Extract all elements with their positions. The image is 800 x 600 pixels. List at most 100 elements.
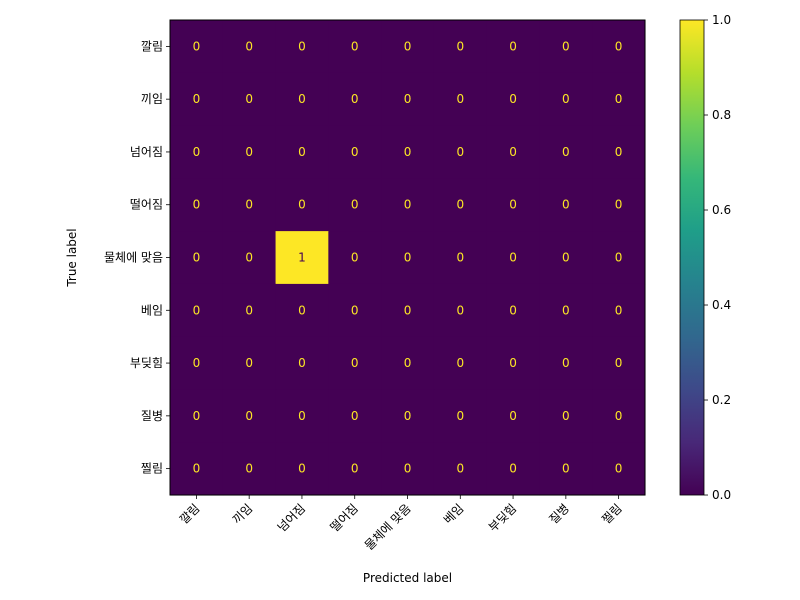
cell-value-label: 0: [245, 356, 253, 370]
cell-value-label: 0: [456, 409, 464, 423]
cell-value-label: 0: [404, 409, 412, 423]
cell-value-label: 0: [404, 356, 412, 370]
y-tick-label: 베임: [141, 303, 163, 317]
colorbar-tick-label: 0.0: [712, 488, 731, 502]
cell-value-label: 0: [509, 462, 517, 476]
cell-value-label: 0: [193, 356, 201, 370]
cell-value-label: 0: [562, 356, 570, 370]
cell-value-label: 0: [615, 356, 623, 370]
cell-value-label: 0: [351, 198, 359, 212]
colorbar-tick-label: 0.4: [712, 298, 731, 312]
cell-value-label: 0: [298, 409, 306, 423]
cell-value-label: 0: [456, 92, 464, 106]
cell-value-label: 0: [193, 251, 201, 265]
cell-value-label: 0: [509, 356, 517, 370]
y-tick-label: 깔림: [141, 39, 163, 53]
cell-value-label: 0: [245, 145, 253, 159]
cell-value-label: 0: [456, 145, 464, 159]
cell-value-label: 0: [615, 198, 623, 212]
colorbar-tick-label: 0.2: [712, 393, 731, 407]
colorbar-tick-label: 0.6: [712, 203, 731, 217]
y-axis-label: True label: [65, 228, 79, 287]
cell-value-label: 1: [298, 251, 306, 265]
cell-value-label: 0: [562, 198, 570, 212]
y-tick-label: 부딪힘: [130, 356, 163, 370]
y-tick-label: 물체에 맞음: [104, 251, 163, 265]
cell-value-label: 0: [456, 356, 464, 370]
cell-value-label: 0: [245, 92, 253, 106]
cell-value-label: 0: [245, 39, 253, 53]
cell-value-label: 0: [298, 39, 306, 53]
cell-value-label: 0: [351, 303, 359, 317]
cell-value-label: 0: [615, 39, 623, 53]
cell-value-label: 0: [562, 92, 570, 106]
cell-value-label: 0: [509, 198, 517, 212]
cell-value-label: 0: [298, 92, 306, 106]
cell-value-label: 0: [456, 39, 464, 53]
cell-value-label: 0: [245, 409, 253, 423]
cell-value-label: 0: [562, 303, 570, 317]
cell-value-label: 0: [615, 145, 623, 159]
cell-value-label: 0: [193, 462, 201, 476]
cell-value-label: 0: [562, 39, 570, 53]
cell-value-label: 0: [509, 92, 517, 106]
cell-value-label: 0: [193, 145, 201, 159]
y-tick-label: 질병: [141, 409, 163, 423]
cell-value-label: 0: [351, 251, 359, 265]
cell-value-label: 0: [404, 198, 412, 212]
cell-value-label: 0: [298, 198, 306, 212]
y-tick-label: 떨어짐: [130, 198, 163, 212]
cell-value-label: 0: [351, 409, 359, 423]
cell-value-label: 0: [404, 462, 412, 476]
cell-value-label: 0: [509, 303, 517, 317]
cell-value-label: 0: [456, 462, 464, 476]
cell-value-label: 0: [245, 462, 253, 476]
cell-value-label: 0: [193, 198, 201, 212]
cell-value-label: 0: [615, 303, 623, 317]
cell-value-label: 0: [351, 92, 359, 106]
cell-value-label: 0: [456, 251, 464, 265]
cell-value-label: 0: [404, 251, 412, 265]
cell-value-label: 0: [298, 303, 306, 317]
cell-value-label: 0: [509, 409, 517, 423]
cell-value-label: 0: [193, 39, 201, 53]
cell-value-label: 0: [404, 92, 412, 106]
cell-value-label: 0: [456, 303, 464, 317]
cell-value-label: 0: [193, 92, 201, 106]
cell-value-label: 0: [615, 462, 623, 476]
cell-value-label: 0: [562, 409, 570, 423]
cell-value-label: 0: [298, 356, 306, 370]
cell-value-label: 0: [509, 145, 517, 159]
x-axis-label: Predicted label: [363, 571, 452, 585]
cell-value-label: 0: [404, 39, 412, 53]
cell-value-label: 0: [245, 251, 253, 265]
cell-value-label: 0: [404, 303, 412, 317]
cell-value-label: 0: [351, 145, 359, 159]
colorbar-tick-label: 0.8: [712, 108, 731, 122]
cell-value-label: 0: [245, 303, 253, 317]
y-tick-label: 넘어짐: [130, 145, 163, 159]
cell-value-label: 0: [193, 409, 201, 423]
cell-value-label: 0: [615, 92, 623, 106]
cell-value-label: 0: [298, 145, 306, 159]
y-tick-label: 끼임: [141, 92, 163, 106]
cell-value-label: 0: [615, 409, 623, 423]
cell-value-label: 0: [509, 39, 517, 53]
colorbar: [680, 20, 704, 495]
cell-value-label: 0: [193, 303, 201, 317]
cell-value-label: 0: [509, 251, 517, 265]
cell-value-label: 0: [456, 198, 464, 212]
cell-value-label: 0: [562, 251, 570, 265]
cell-value-label: 0: [404, 145, 412, 159]
cell-value-label: 0: [351, 39, 359, 53]
cell-value-label: 0: [351, 462, 359, 476]
cell-value-label: 0: [298, 462, 306, 476]
cell-value-label: 0: [615, 251, 623, 265]
cell-value-label: 0: [562, 145, 570, 159]
cell-value-label: 0: [562, 462, 570, 476]
y-tick-label: 찔림: [141, 462, 163, 476]
cell-value-label: 0: [245, 198, 253, 212]
cell-value-label: 0: [351, 356, 359, 370]
colorbar-tick-label: 1.0: [712, 13, 731, 27]
